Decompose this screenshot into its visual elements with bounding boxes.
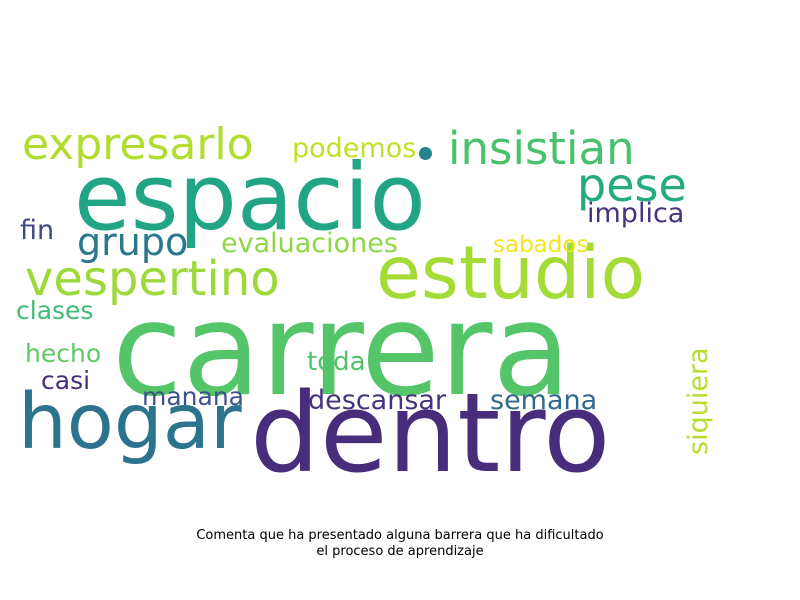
word-estudio: estudio [376, 231, 646, 316]
word-implica: implica [587, 198, 685, 229]
word-dentro: dentro [250, 369, 611, 497]
word-grupo: grupo [77, 220, 189, 264]
figure-caption: Comenta que ha presentado alguna barrera… [150, 528, 650, 560]
word-casi: casi [41, 366, 91, 395]
word-evaluaciones: evaluaciones [221, 228, 398, 259]
word-podemos: podemos [292, 133, 417, 164]
word-carrera: carrera [112, 276, 571, 425]
word-espacio: espacio [74, 144, 426, 251]
word-hogar: hogar [18, 378, 242, 467]
word-manana: manana [142, 382, 245, 411]
word-insistian: insistian [448, 122, 635, 175]
word-sabados: sabados [493, 232, 589, 258]
word-fin: fin [20, 215, 55, 246]
word-vespertino: vespertino [25, 251, 280, 307]
word-clases: clases [16, 296, 94, 325]
word-descansar: descansar [308, 385, 447, 416]
caption-line-1: Comenta que ha presentado alguna barrera… [196, 528, 604, 543]
word-siquiera: siquiera [683, 347, 714, 455]
caption-line-2: el proceso de aprendizaje [316, 544, 484, 559]
word-pese: pese [577, 158, 687, 212]
word-toda: toda [307, 347, 366, 377]
word-semana: semana [490, 385, 598, 416]
word-hecho: hecho [25, 339, 102, 368]
word-expresarlo: expresarlo [22, 119, 254, 170]
decorative-dot [419, 147, 432, 160]
